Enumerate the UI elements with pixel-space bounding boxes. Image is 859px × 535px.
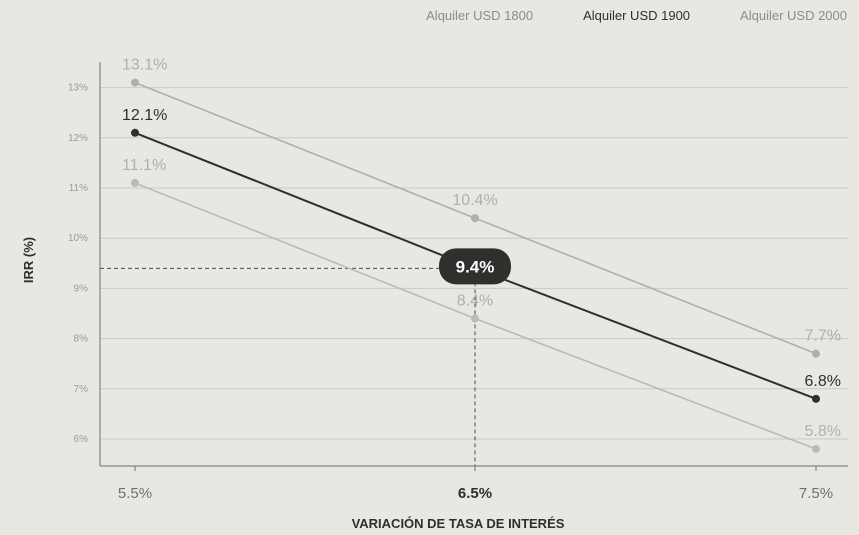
- y-tick-13: 13%: [68, 83, 88, 94]
- data-labels: 11.1% 8.4% 5.8% 12.1% 6.8% 13.1% 10.4% 7.7%: [122, 57, 841, 440]
- y-tick-11: 11%: [69, 183, 88, 194]
- data-label-s0-0: 11.1%: [122, 157, 166, 174]
- axes: 5.5% 6.5% 7.5%: [99, 62, 848, 502]
- data-point-s0-2: [812, 445, 820, 454]
- data-point-s2-1: [471, 214, 479, 223]
- y-tick-12: 12%: [68, 133, 88, 144]
- data-point-s1-0: [131, 128, 139, 137]
- data-point-s1-2: [812, 394, 820, 403]
- data-point-s0-0: [131, 178, 139, 187]
- data-label-s2-0: 13.1%: [122, 57, 167, 74]
- guide-lines: [100, 267, 476, 466]
- y-tick-8: 8%: [74, 334, 89, 345]
- data-label-s1-2: 6.8%: [805, 373, 841, 390]
- x-axis-title: VARIACIÓN DE TASA DE INTERÉS: [352, 516, 565, 531]
- x-tick-label-1: 6.5%: [458, 485, 492, 502]
- data-point-s2-0: [131, 78, 139, 87]
- data-point-s0-1: [471, 314, 479, 323]
- grid-lines: 6% 7% 8% 9% 10% 11% 12% 13%: [68, 83, 848, 445]
- data-label-s0-2: 5.8%: [805, 423, 841, 440]
- y-axis-title: IRR (%): [21, 237, 36, 283]
- y-tick-7: 7%: [74, 384, 89, 395]
- data-label-s0-1: 8.4%: [457, 293, 493, 310]
- data-label-s2-1: 10.4%: [452, 192, 497, 209]
- callout-group: 9.4%: [439, 248, 511, 285]
- callout-pill: [439, 248, 511, 285]
- y-tick-10: 10%: [68, 233, 88, 244]
- legend-item-usd-1800[interactable]: Alquiler USD 1800: [426, 8, 534, 23]
- x-tick-label-2: 7.5%: [799, 485, 833, 502]
- legend-item-usd-2000[interactable]: Alquiler USD 2000: [740, 8, 847, 23]
- y-tick-9: 9%: [74, 283, 89, 294]
- data-label-s1-0: 12.1%: [122, 107, 167, 124]
- x-tick-label-0: 5.5%: [118, 485, 152, 502]
- y-tick-6: 6%: [74, 434, 89, 445]
- callout-label: 9.4%: [456, 257, 495, 276]
- legend-item-usd-1900[interactable]: Alquiler USD 1900: [583, 8, 691, 23]
- legend: Alquiler USD 1800 Alquiler USD 1900 Alqu…: [426, 8, 847, 23]
- data-label-s2-2: 7.7%: [805, 328, 841, 345]
- data-point-s2-2: [812, 349, 820, 358]
